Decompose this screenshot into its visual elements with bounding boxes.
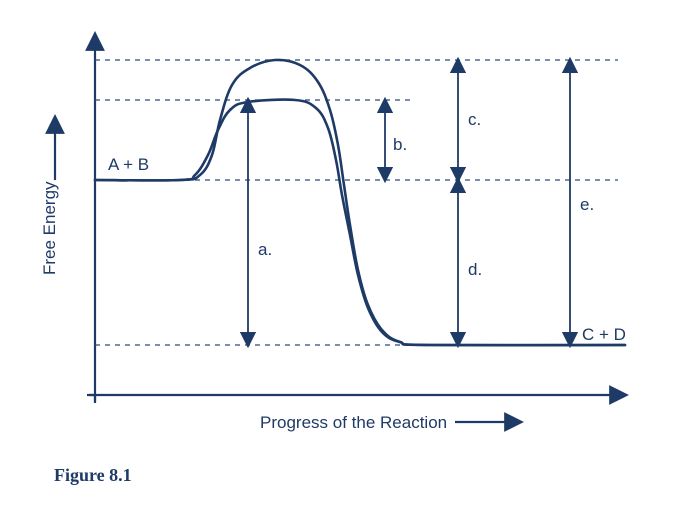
curve-uncatalyzed (95, 60, 625, 345)
y-axis-label: Free Energy (40, 181, 59, 275)
label-products: C + D (582, 325, 626, 344)
figure-caption: Figure 8.1 (54, 465, 132, 486)
label-c: c. (468, 110, 481, 129)
x-axis-label: Progress of the Reaction (260, 413, 447, 432)
energy-diagram-svg: a. b. c. d. e. A + B C + D Progress of the Reac… (0, 0, 680, 508)
label-d: d. (468, 260, 482, 279)
label-b: b. (393, 135, 407, 154)
figure-container: { "canvas": { "width": 680, "height": 50… (0, 0, 680, 508)
label-reactants: A + B (108, 155, 149, 174)
curve-catalyzed (95, 100, 625, 346)
label-a: a. (258, 240, 272, 259)
label-e: e. (580, 195, 594, 214)
